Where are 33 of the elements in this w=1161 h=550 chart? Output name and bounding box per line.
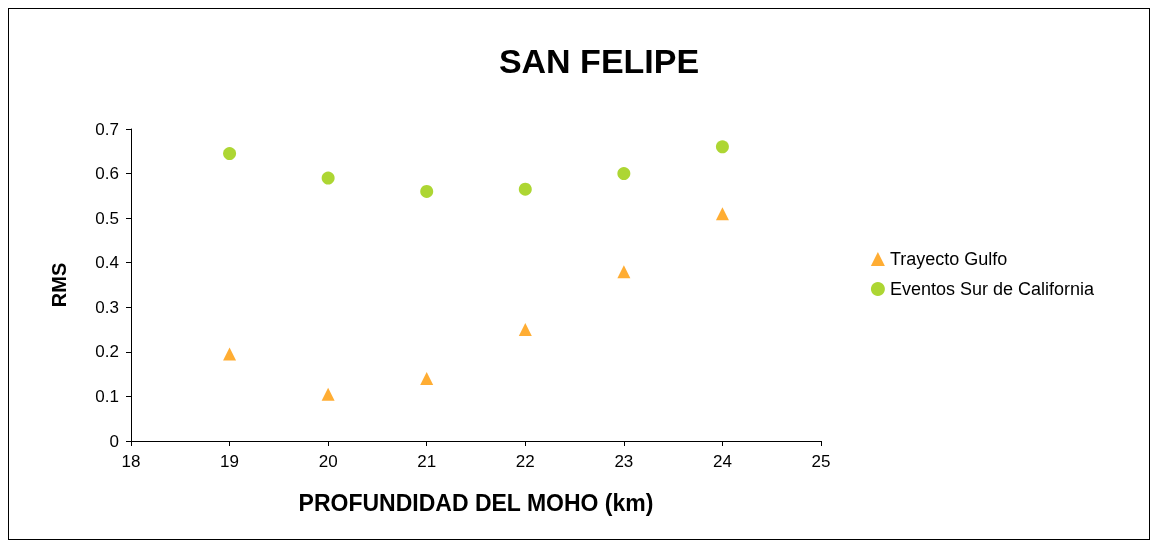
- point: [518, 182, 532, 196]
- legend-label: Eventos Sur de California: [889, 279, 1095, 299]
- x-tick-label: 21: [417, 452, 437, 471]
- point: [715, 207, 729, 221]
- x-tick-label: 19: [220, 452, 240, 471]
- point: [518, 323, 532, 337]
- point: [223, 147, 237, 161]
- point: [617, 167, 631, 181]
- x-tick-label: 23: [614, 452, 634, 471]
- point: [321, 387, 335, 401]
- x-tick-label: 22: [515, 452, 535, 471]
- x-tick-label: 25: [811, 452, 831, 471]
- y-tick-label: 0.1: [95, 386, 119, 406]
- x-tick-label: 20: [318, 452, 338, 471]
- point: [223, 347, 237, 361]
- y-tick-label: 0.3: [95, 297, 119, 317]
- y-tick-label: 0.4: [95, 253, 119, 273]
- y-tick-label: 0: [109, 431, 119, 451]
- point: [321, 171, 335, 185]
- y-tick-label: 0.2: [95, 342, 119, 362]
- y-tick-label: 0.6: [95, 164, 119, 184]
- y-axis-title: RMS: [48, 262, 70, 308]
- point: [420, 372, 434, 386]
- point: [420, 184, 434, 198]
- x-axis-title: PROFUNDIDAD DEL MOHO (km): [298, 489, 654, 516]
- x-tick-label: 24: [712, 452, 732, 471]
- legend-label: Trayecto Gulfo: [889, 249, 1008, 269]
- point: [715, 140, 729, 154]
- point: [617, 265, 631, 279]
- x-tick-label: 18: [121, 452, 141, 471]
- chart-title: SAN FELIPE: [498, 42, 700, 80]
- y-tick-label: 0.5: [95, 208, 119, 228]
- y-tick-label: 0.7: [95, 119, 119, 139]
